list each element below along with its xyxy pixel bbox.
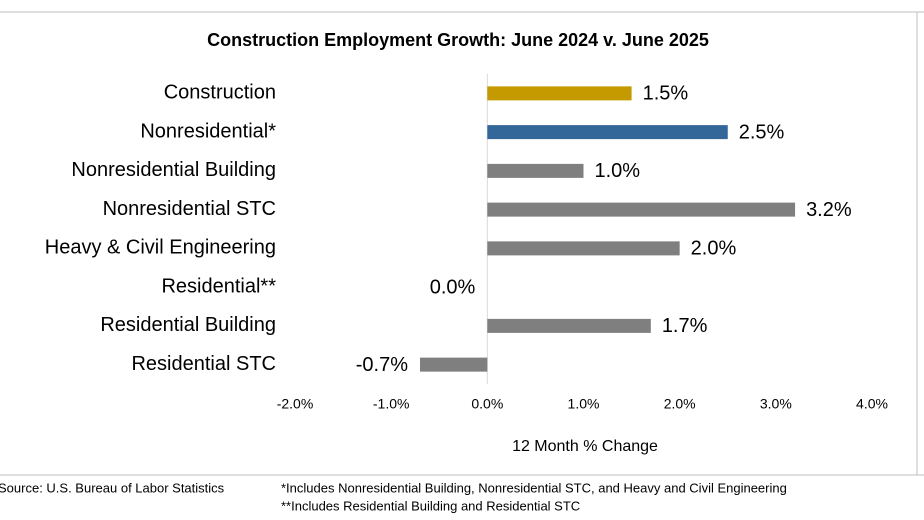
bar bbox=[487, 241, 680, 256]
y-tick-label: Nonresidential* bbox=[140, 120, 276, 142]
bar bbox=[487, 86, 632, 101]
bar bbox=[487, 163, 584, 178]
x-tick-label: 2.0% bbox=[664, 396, 696, 412]
value-label: 2.5% bbox=[739, 121, 785, 143]
x-tick-label: -2.0% bbox=[277, 396, 314, 412]
y-tick-label: Nonresidential STC bbox=[103, 198, 276, 220]
footnote: *Includes Nonresidential Building, Nonre… bbox=[281, 480, 787, 495]
x-tick-label: -1.0% bbox=[373, 396, 410, 412]
y-tick-label: Residential STC bbox=[131, 353, 276, 375]
value-label: 1.5% bbox=[643, 83, 689, 105]
bar bbox=[487, 318, 651, 333]
value-label: 1.0% bbox=[595, 160, 641, 182]
y-tick-label: Residential** bbox=[161, 275, 276, 297]
value-label: -0.7% bbox=[356, 354, 408, 376]
bar bbox=[420, 357, 488, 372]
value-label: 2.0% bbox=[691, 238, 737, 260]
x-tick-label: 4.0% bbox=[856, 396, 888, 412]
y-tick-label: Nonresidential Building bbox=[71, 159, 276, 181]
x-axis-title: 12 Month % Change bbox=[512, 438, 658, 455]
value-label: 3.2% bbox=[806, 199, 852, 221]
y-tick-label: Residential Building bbox=[100, 314, 276, 336]
x-tick-label: 0.0% bbox=[471, 396, 503, 412]
chart-title: Construction Employment Growth: June 202… bbox=[207, 30, 709, 50]
y-tick-label: Construction bbox=[164, 82, 276, 104]
x-tick-label: 1.0% bbox=[568, 396, 600, 412]
value-label: 1.7% bbox=[662, 315, 708, 337]
value-label: 0.0% bbox=[430, 276, 476, 298]
footnote: **Includes Residential Building and Resi… bbox=[281, 498, 580, 513]
bar bbox=[487, 202, 796, 217]
x-tick-label: 3.0% bbox=[760, 396, 792, 412]
y-tick-label: Heavy & Civil Engineering bbox=[45, 237, 276, 259]
source: Source: U.S. Bureau of Labor Statistics bbox=[0, 480, 225, 495]
bar bbox=[487, 125, 728, 140]
